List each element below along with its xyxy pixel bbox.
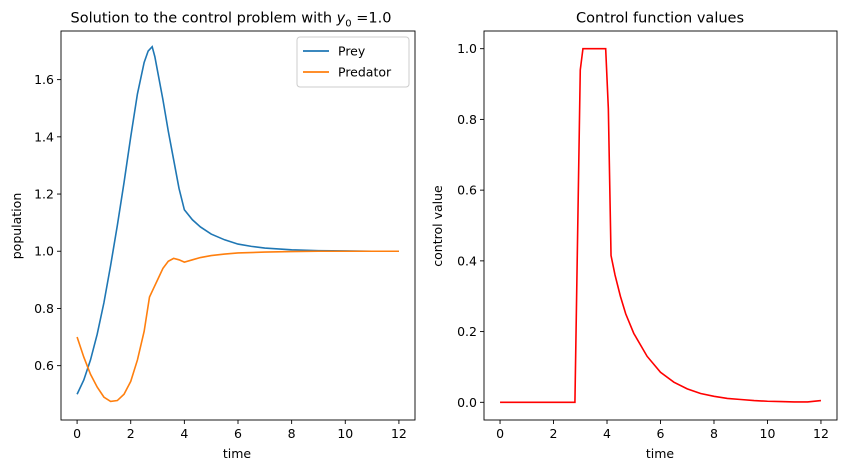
y-tick-label: 0.8 xyxy=(34,301,54,316)
x-tick-label: 6 xyxy=(234,426,242,441)
y-tick-label: 1.0 xyxy=(34,244,54,259)
chart-title: Control function values xyxy=(576,11,744,27)
y-tick-label: 1.0 xyxy=(457,41,477,56)
y-tick-label: 0.6 xyxy=(34,358,54,373)
legend-label-prey: Prey xyxy=(338,44,366,59)
y-tick-label: 0.6 xyxy=(457,183,477,198)
x-tick-label: 2 xyxy=(550,426,558,441)
legend-box xyxy=(296,36,410,88)
x-tick-label: 12 xyxy=(391,426,407,441)
series-line-prey xyxy=(76,45,399,395)
x-tick-label: 4 xyxy=(180,426,188,441)
chart-population: Solution to the control problem with y0 … xyxy=(9,11,416,461)
y-tick-label: 0.2 xyxy=(457,324,477,339)
series-line-control xyxy=(500,47,822,404)
y-tick-label: 0.4 xyxy=(457,253,477,268)
x-tick-label: 8 xyxy=(288,426,296,441)
plot-frame xyxy=(60,30,416,421)
x-tick-label: 8 xyxy=(710,426,718,441)
plot-frame xyxy=(483,30,838,421)
legend: Prey Predator xyxy=(296,36,410,88)
x-tick-label: 10 xyxy=(760,426,776,441)
x-tick-label: 4 xyxy=(603,426,611,441)
x-tick-label: 0 xyxy=(73,426,81,441)
y-tick-label: 0.0 xyxy=(457,395,477,410)
y-tick-label: 1.6 xyxy=(34,72,54,87)
x-tick-label: 12 xyxy=(813,426,829,441)
chart-title: Solution to the control problem with y0 … xyxy=(71,11,392,30)
x-tick-label: 2 xyxy=(127,426,135,441)
x-tick-label: 0 xyxy=(496,426,504,441)
chart-control: Control function values 0 2 4 6 8 10 12 0.0 0.2 0… xyxy=(430,11,838,461)
x-axis-label: time xyxy=(646,446,675,461)
y-tick-label: 0.8 xyxy=(457,112,477,127)
y-axis-label: population xyxy=(9,193,24,260)
x-axis-label: time xyxy=(223,446,252,461)
legend-label-predator: Predator xyxy=(338,65,392,80)
y-tick-label: 1.2 xyxy=(34,187,54,202)
x-tick-label: 6 xyxy=(657,426,665,441)
y-axis-label: control value xyxy=(430,185,445,267)
x-tick-label: 10 xyxy=(337,426,353,441)
series-line-predator xyxy=(76,250,399,403)
y-tick-label: 1.4 xyxy=(34,129,54,144)
